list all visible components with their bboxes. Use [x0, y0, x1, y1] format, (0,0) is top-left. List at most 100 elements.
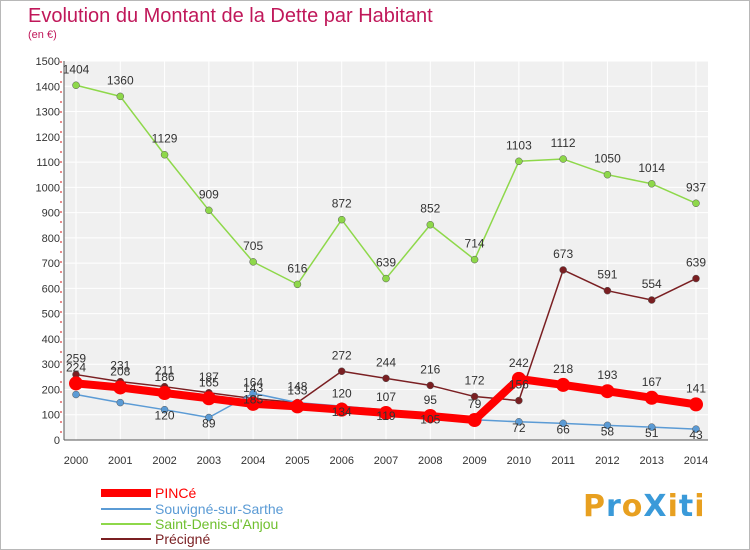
data-label: 1129 — [152, 132, 178, 146]
x-tick-label: 2002 — [152, 455, 176, 467]
proxiti-logo: ProXiti — [583, 489, 706, 524]
data-point-souvigne-sur-sarthe — [603, 421, 612, 430]
x-tick-label: 2014 — [684, 455, 708, 467]
x-tick-label: 2012 — [595, 455, 619, 467]
data-label: 133 — [287, 383, 307, 397]
y-tick-label: 500 — [42, 309, 60, 321]
data-label: 164 — [243, 376, 263, 390]
data-label: 107 — [376, 390, 396, 404]
y-tick-label: 1100 — [36, 157, 60, 169]
data-point-saint-denis-d-anjou — [337, 215, 346, 224]
x-tick-label: 2004 — [241, 455, 265, 467]
y-tick-label: 1300 — [36, 107, 60, 119]
x-tick-label: 2013 — [639, 455, 663, 467]
legend-label-saint-denis: Saint-Denis-d'Anjou — [155, 516, 279, 532]
legend-item-souvigne: Souvigné-sur-Sarthe — [101, 501, 283, 517]
legend-label-precigne: Précigné — [155, 531, 211, 547]
data-label: 1404 — [63, 62, 90, 76]
data-label: 1112 — [551, 136, 576, 150]
data-point-precigne — [337, 367, 346, 376]
data-label: 43 — [689, 428, 703, 442]
data-label: 852 — [420, 202, 440, 216]
y-tick-label: 1200 — [36, 132, 60, 144]
data-label: 208 — [110, 364, 130, 378]
data-point-pince — [467, 413, 482, 428]
y-tick-label: 900 — [42, 208, 60, 220]
data-label: 141 — [686, 381, 706, 395]
data-point-precigne — [515, 396, 523, 405]
data-label: 58 — [601, 424, 615, 438]
data-label: 639 — [686, 256, 706, 270]
data-label: 216 — [420, 362, 440, 376]
chart-unit-label: (en €) — [28, 29, 57, 41]
logo-letter: r — [606, 489, 622, 524]
data-label: 1103 — [506, 138, 532, 152]
data-label: 616 — [287, 261, 307, 275]
data-label: 66 — [556, 422, 570, 436]
data-point-souvigne-sur-sarthe — [72, 390, 80, 399]
logo-letter: o — [621, 489, 644, 524]
data-label: 89 — [202, 417, 216, 431]
data-label: 143 — [243, 381, 263, 395]
data-label: 120 — [332, 387, 352, 401]
data-point-precigne — [603, 286, 612, 295]
data-point-pince — [113, 380, 128, 395]
data-point-pince — [600, 384, 615, 399]
x-tick-label: 2008 — [418, 455, 442, 467]
x-tick-label: 2010 — [507, 455, 531, 467]
data-point-saint-denis-d-anjou — [249, 258, 257, 266]
data-point-pince — [246, 396, 261, 411]
y-tick-label: 0 — [54, 435, 60, 447]
data-point-saint-denis-d-anjou — [205, 206, 213, 215]
data-label: 872 — [332, 197, 352, 211]
data-label: 1014 — [638, 161, 665, 175]
data-label: 211 — [155, 364, 174, 378]
data-label: 148 — [287, 380, 307, 394]
data-label: 95 — [424, 393, 438, 407]
data-label: 224 — [66, 360, 86, 374]
y-tick-label: 1500 — [36, 56, 60, 68]
data-label: 165 — [199, 375, 219, 389]
data-point-souvigne-sur-sarthe — [160, 405, 169, 414]
legend-swatch-saint-denis — [101, 523, 151, 525]
data-point-saint-denis-d-anjou — [293, 280, 302, 289]
data-label: 639 — [376, 256, 396, 270]
data-label: 156 — [509, 378, 529, 392]
legend-item-precigne: Précigné — [101, 531, 210, 547]
logo-letter: i — [694, 489, 706, 524]
data-label: 231 — [110, 359, 130, 373]
data-label: 193 — [597, 368, 617, 382]
legend-swatch-souvigne — [101, 508, 151, 510]
data-point-pince — [511, 371, 526, 386]
data-point-souvigne-sur-sarthe — [515, 418, 523, 426]
data-point-saint-denis-d-anjou — [116, 92, 125, 101]
x-tick-label: 2005 — [285, 455, 309, 467]
data-point-pince — [689, 397, 703, 412]
data-label: 218 — [553, 362, 573, 376]
legend-swatch-pince — [101, 489, 151, 497]
data-point-precigne — [692, 274, 700, 283]
logo-letter: X — [643, 489, 668, 524]
data-point-precigne — [559, 266, 567, 274]
data-point-precigne — [470, 392, 479, 401]
data-point-saint-denis-d-anjou — [160, 150, 169, 159]
data-label: 272 — [332, 348, 352, 362]
data-point-saint-denis-d-anjou — [603, 170, 612, 179]
data-point-souvigne-sur-sarthe — [205, 413, 213, 422]
data-label: 187 — [199, 370, 219, 384]
y-tick-label: 200 — [42, 384, 60, 396]
y-tick-label: 600 — [42, 283, 60, 295]
y-tick-label: 1400 — [36, 81, 60, 93]
data-label: 673 — [553, 247, 573, 261]
data-point-pince — [644, 390, 659, 405]
y-tick-label: 1000 — [36, 182, 60, 194]
data-point-pince — [556, 377, 571, 392]
data-point-saint-denis-d-anjou — [382, 274, 390, 283]
data-point-pince — [290, 399, 305, 414]
data-label: 167 — [642, 375, 662, 389]
data-point-precigne — [647, 296, 656, 304]
data-label: 186 — [155, 370, 175, 384]
data-label: 259 — [66, 352, 86, 366]
data-label: 1050 — [594, 152, 621, 166]
